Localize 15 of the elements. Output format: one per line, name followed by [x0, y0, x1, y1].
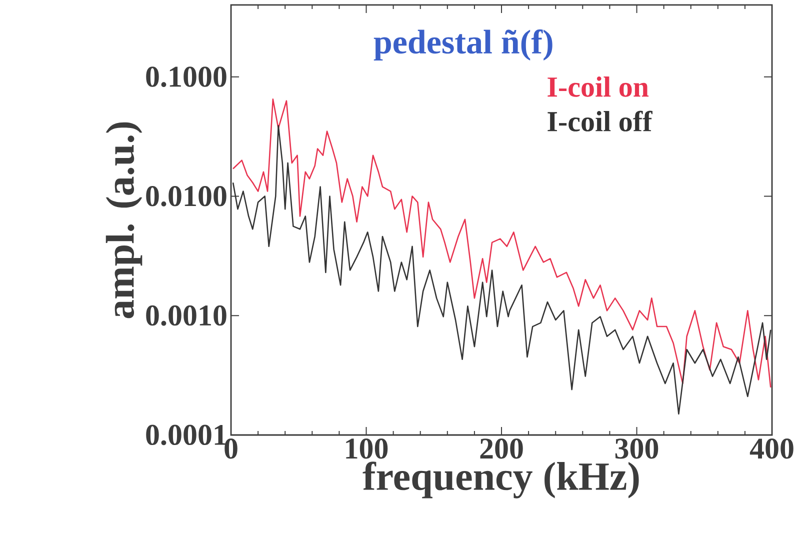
- x-tick-label: 300: [615, 438, 658, 459]
- line-series: [232, 98, 772, 388]
- x-axis-title: frequency (kHz): [362, 462, 639, 498]
- x-tick-label: 100: [346, 438, 388, 459]
- y-tick-label: 0.1000: [146, 66, 226, 88]
- y-tick-label: 0.0001: [146, 424, 226, 446]
- y-tick-label: 0.0100: [146, 186, 226, 206]
- text: I-coil off: [548, 110, 652, 132]
- y-axis-title: ampl. (a.u.): [106, 122, 142, 318]
- x-tick-label: 200: [480, 438, 523, 459]
- x-tick-label: 0: [224, 438, 238, 459]
- x-tick-label: 400: [750, 438, 794, 459]
- text: pedestal ñ(f): [374, 29, 552, 61]
- y-tick-label: 0.0010: [146, 305, 226, 326]
- text: I-coil on: [548, 76, 649, 97]
